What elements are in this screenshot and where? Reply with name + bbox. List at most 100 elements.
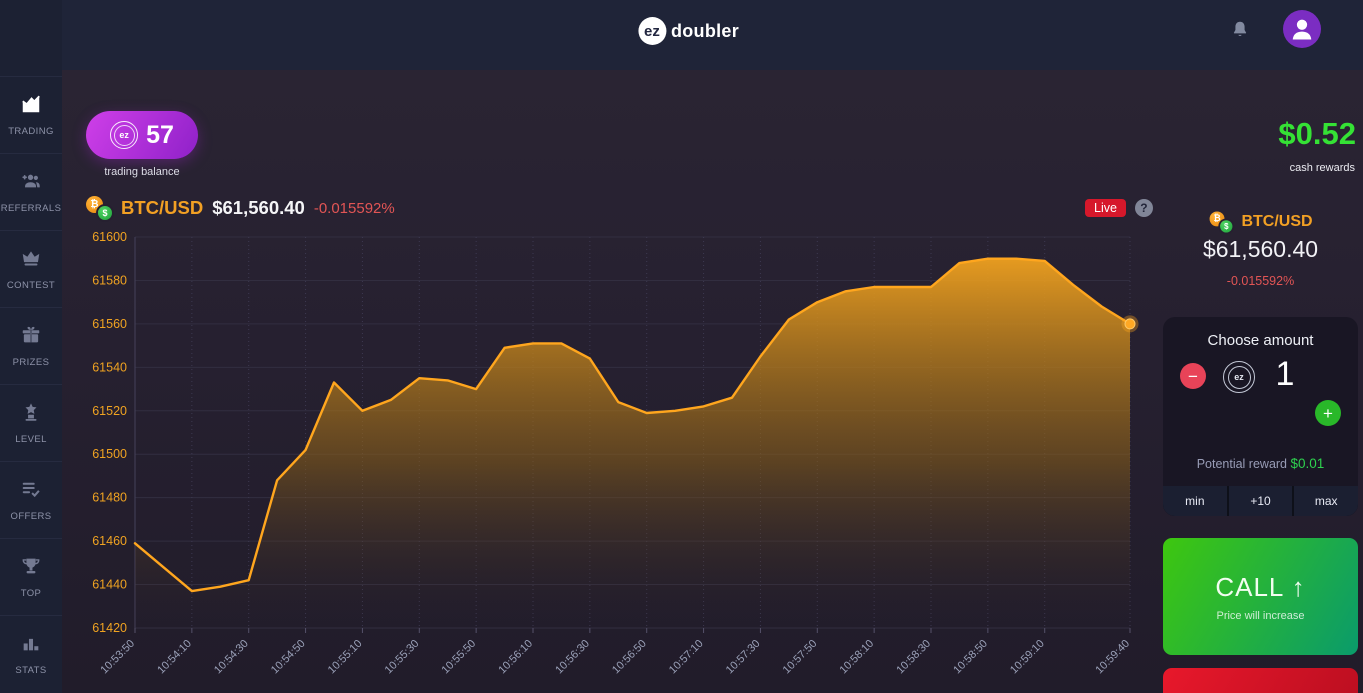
quick-amount-max[interactable]: max [1294, 486, 1358, 516]
y-axis-label: 61420 [92, 621, 127, 635]
stats-icon [20, 632, 42, 659]
up-arrow-icon: ↑ [1291, 571, 1306, 602]
x-axis-label: 10:53:50 [98, 638, 137, 677]
y-axis-label: 61560 [92, 317, 127, 331]
amount-value[interactable]: 1 [1275, 355, 1295, 393]
y-axis-label: 61600 [92, 230, 127, 244]
y-axis-label: 61520 [92, 404, 127, 418]
instrument-header: ₿ $ BTC/USD $61,560.40 -0.015592% [86, 196, 395, 220]
side-panel-pair-label: BTC/USD [1241, 213, 1313, 230]
x-axis-label: 10:58:30 [894, 638, 933, 677]
y-axis-label: 61540 [92, 360, 127, 374]
x-axis-label: 10:56:50 [610, 638, 649, 677]
referrals-icon [20, 170, 42, 197]
x-axis-label: 10:58:50 [951, 638, 990, 677]
side-panel-pair: ₿ $ BTC/USD [1163, 210, 1358, 234]
instrument-pair: BTC/USD [121, 197, 204, 218]
x-axis-label: 10:54:10 [155, 638, 194, 677]
top-icon [20, 555, 42, 582]
app-logo[interactable]: ez doubler [637, 17, 740, 45]
choose-amount-card: Choose amount − ez 1 + Potential reward … [1163, 317, 1358, 516]
x-axis-label: 10:57:10 [667, 638, 706, 677]
x-axis-label: 10:55:10 [326, 638, 365, 677]
trading-balance-pill[interactable]: ez 57 [86, 111, 198, 159]
call-button[interactable]: CALL ↑ Price will increase [1163, 538, 1358, 655]
increase-amount-button[interactable]: + [1315, 400, 1341, 426]
y-axis-label: 61440 [92, 578, 127, 592]
choose-amount-title: Choose amount [1207, 332, 1314, 349]
side-panel-change: -0.015592% [1226, 274, 1295, 288]
sidebar-item-label: REFERRALS [0, 203, 62, 214]
sidebar-item-referrals[interactable]: REFERRALS [0, 153, 62, 230]
sidebar-item-label: PRIZES [12, 357, 50, 368]
btc-usd-coin-icon: ₿ $ [86, 196, 112, 220]
x-axis-label: 10:57:50 [781, 638, 820, 677]
ez-coin-icon: ez [110, 121, 139, 149]
quick-amount-strip: min +10 max [1163, 486, 1358, 516]
sidebar-item-stats[interactable]: STATS [0, 615, 62, 692]
trading-balance-label: trading balance [104, 166, 180, 178]
instrument-change: -0.015592% [313, 199, 395, 217]
side-panel-price: $61,560.40 [1202, 236, 1319, 262]
x-axis-label: 10:55:50 [439, 638, 478, 677]
price-chart-svg: 61600 61580 61560 61540 61520 61500 61480 61460… [92, 230, 1139, 677]
call-button-label: CALL ↑ [1215, 571, 1306, 602]
notifications-bell-icon[interactable] [1229, 19, 1251, 41]
sidebar-item-offers[interactable]: OFFERS [0, 461, 62, 538]
sidebar-item-prizes[interactable]: PRIZES [0, 307, 62, 384]
potential-reward-label: Potential reward [1196, 457, 1288, 471]
live-status-row: Live ? [1085, 199, 1153, 217]
price-chart: 61600 61580 61560 61540 61520 61500 61480 61460… [72, 225, 1157, 693]
x-axis-label: 10:57:30 [724, 638, 763, 677]
decrease-amount-button[interactable]: − [1180, 363, 1206, 389]
user-avatar[interactable] [1283, 10, 1321, 48]
x-axis-label: 10:56:10 [496, 638, 535, 677]
sidebar-item-level[interactable]: LEVEL [0, 384, 62, 461]
put-button[interactable] [1163, 668, 1358, 693]
level-icon [20, 401, 42, 428]
top-bar: ez doubler [62, 0, 1363, 70]
y-axis-label: 61460 [92, 534, 127, 548]
main-area: ez 57 trading balance $0.52 cash rewards… [62, 70, 1363, 693]
x-axis-label: 10:54:30 [212, 638, 251, 677]
x-axis-label: 10:58:10 [837, 638, 876, 677]
call-button-subtitle: Price will increase [1216, 609, 1305, 622]
contest-icon [20, 247, 42, 274]
last-price-marker [1124, 318, 1136, 330]
cash-rewards-label: cash rewards [1289, 162, 1355, 174]
quick-amount-min[interactable]: min [1163, 486, 1227, 516]
sidebar-item-label: STATS [15, 665, 47, 676]
quick-amount-plus10[interactable]: +10 [1228, 486, 1293, 516]
trading-icon [20, 93, 42, 120]
offers-icon [20, 478, 42, 505]
x-axis-label: 10:55:30 [383, 638, 422, 677]
sidebar-item-label: TRADING [8, 126, 54, 137]
trading-balance-value: 57 [146, 120, 174, 149]
sidebar-item-trading[interactable]: TRADING [0, 76, 62, 153]
instrument-price: $61,560.40 [212, 197, 305, 218]
ez-coin-icon-amount: ez [1223, 361, 1255, 393]
sidebar-item-label: OFFERS [10, 511, 52, 522]
x-axis-label: 10:56:30 [553, 638, 592, 677]
sidebar: TRADING REFERRALS CONTEST PRIZES LEVEL OFFERS… [0, 0, 62, 693]
y-axis-label: 61500 [92, 447, 127, 461]
sidebar-item-label: CONTEST [6, 280, 56, 291]
sidebar-item-top[interactable]: TOP [0, 538, 62, 615]
sidebar-item-label: LEVEL [15, 434, 47, 445]
sidebar-item-contest[interactable]: CONTEST [0, 230, 62, 307]
prizes-icon [20, 324, 42, 351]
y-axis-label: 61580 [92, 273, 127, 287]
x-axis-label: 10:59:10 [1008, 638, 1047, 677]
cash-rewards-value: $0.52 [1278, 116, 1356, 151]
x-axis-label: 10:59:40 [1093, 638, 1132, 677]
potential-reward: Potential reward $0.01 [1163, 456, 1358, 471]
sidebar-item-label: TOP [20, 588, 42, 599]
y-axis-label: 61480 [92, 491, 127, 505]
x-axis-label: 10:54:50 [269, 638, 308, 677]
logo-text: doubler [670, 20, 740, 41]
help-icon[interactable]: ? [1134, 199, 1153, 217]
potential-reward-value: $0.01 [1290, 456, 1325, 471]
live-badge: Live [1085, 199, 1126, 217]
btc-usd-coin-icon-small: ₿ $ [1209, 211, 1233, 233]
